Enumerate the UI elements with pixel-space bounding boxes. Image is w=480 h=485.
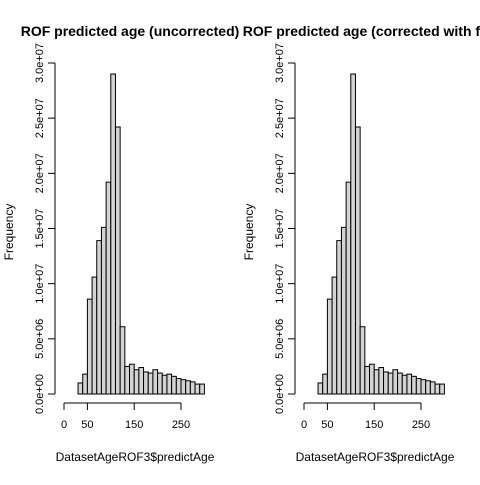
histogram-bar bbox=[194, 383, 201, 395]
histogram-bar bbox=[350, 73, 356, 395]
histogram-bar bbox=[420, 379, 427, 395]
x-tick-label: 0 bbox=[61, 419, 67, 431]
histogram-bar bbox=[345, 181, 352, 395]
x-tick-label: 0 bbox=[301, 419, 307, 431]
histogram-bars bbox=[77, 73, 205, 395]
histogram-bar bbox=[189, 381, 196, 395]
histogram-panel-right: ROF predicted age (corrected with fire F… bbox=[242, 23, 480, 464]
histogram-bar bbox=[406, 373, 413, 395]
y-tick-label: 2.5e+07 bbox=[34, 98, 46, 138]
x-axis: 0 50 150 250 bbox=[61, 402, 190, 431]
y-tick-label: 3.0e+07 bbox=[274, 43, 286, 83]
histogram-bar bbox=[166, 373, 173, 395]
histogram-bar bbox=[129, 363, 135, 395]
histogram-bar bbox=[359, 326, 366, 395]
histogram-bar bbox=[86, 298, 93, 395]
histogram-bar bbox=[373, 369, 380, 395]
x-tick-label: 250 bbox=[172, 419, 190, 431]
x-tick-label: 150 bbox=[125, 419, 143, 431]
histogram-bar bbox=[124, 365, 131, 395]
histogram-bar bbox=[378, 367, 385, 395]
histogram-bar bbox=[322, 373, 328, 395]
histogram-bar bbox=[317, 382, 324, 395]
histogram-bar bbox=[96, 240, 102, 395]
histogram-bar bbox=[77, 382, 84, 395]
x-axis-label: DatasetAgeROF3$predictAge bbox=[296, 450, 455, 464]
x-tick-label: 50 bbox=[321, 419, 333, 431]
histogram-bar bbox=[105, 181, 112, 395]
histogram-bar bbox=[336, 240, 342, 395]
histogram-bar bbox=[439, 383, 445, 395]
y-tick-label: 0.0e+00 bbox=[34, 374, 46, 414]
histogram-bar bbox=[326, 298, 333, 395]
histogram-bar bbox=[411, 375, 417, 395]
histogram-bar bbox=[119, 326, 126, 395]
histogram-bar bbox=[147, 372, 154, 395]
histogram-bars bbox=[317, 73, 445, 395]
y-tick-label: 1.5e+07 bbox=[274, 208, 286, 248]
histogram-bar bbox=[364, 365, 371, 395]
y-tick-label: 1.0e+07 bbox=[274, 264, 286, 304]
histogram-bar bbox=[401, 374, 408, 395]
y-tick-label: 5.0e+06 bbox=[274, 319, 286, 359]
histogram-bar bbox=[185, 380, 191, 395]
histogram-bar bbox=[100, 226, 107, 395]
histogram-panel-left: ROF predicted age (uncorrected) Frequenc… bbox=[2, 23, 239, 464]
histogram-bar bbox=[152, 369, 159, 395]
y-tick-label: 1.0e+07 bbox=[34, 264, 46, 304]
histogram-bar bbox=[133, 369, 140, 395]
histogram-bar bbox=[369, 363, 375, 395]
histogram-bar bbox=[392, 369, 399, 395]
y-axis-label: Frequency bbox=[2, 204, 16, 261]
histogram-bar bbox=[199, 383, 205, 395]
histogram-bar bbox=[138, 367, 145, 395]
histogram-bar bbox=[425, 380, 431, 395]
histogram-bar bbox=[91, 276, 98, 395]
x-axis-label: DatasetAgeROF3$predictAge bbox=[56, 450, 215, 464]
x-tick-label: 250 bbox=[412, 419, 430, 431]
histogram-bar bbox=[180, 379, 187, 395]
x-axis: 0 50 150 250 bbox=[301, 402, 430, 431]
histogram-bar bbox=[354, 126, 361, 395]
histogram-bar bbox=[161, 374, 168, 395]
histogram-bar bbox=[114, 126, 121, 395]
y-tick-label: 2.0e+07 bbox=[34, 153, 46, 193]
histogram-bar bbox=[434, 383, 441, 395]
y-axis-label: Frequency bbox=[242, 204, 256, 261]
histogram-bar bbox=[397, 372, 403, 395]
y-tick-label: 5.0e+06 bbox=[34, 319, 46, 359]
y-tick-label: 3.0e+07 bbox=[34, 43, 46, 83]
x-tick-label: 150 bbox=[365, 419, 383, 431]
histogram-bar bbox=[157, 372, 163, 395]
histogram-bar bbox=[383, 371, 389, 395]
histogram-bar bbox=[110, 73, 116, 395]
chart-title: ROF predicted age (uncorrected) bbox=[21, 23, 240, 39]
histogram-bar bbox=[429, 381, 436, 395]
histogram-bar bbox=[340, 226, 347, 395]
histogram-bar bbox=[387, 372, 394, 395]
y-axis: 0.0e+00 5.0e+06 1.0e+07 1.5e+07 2.0e+07 2.5e+… bbox=[34, 43, 56, 414]
y-tick-label: 2.5e+07 bbox=[274, 98, 286, 138]
chart-title: ROF predicted age (corrected with fire bbox=[243, 23, 480, 39]
histogram-bar bbox=[171, 375, 177, 395]
y-tick-label: 2.0e+07 bbox=[274, 153, 286, 193]
histogram-bar bbox=[143, 371, 149, 395]
histogram-bar bbox=[331, 276, 338, 395]
histogram-bar bbox=[175, 378, 182, 395]
y-tick-label: 0.0e+00 bbox=[274, 374, 286, 414]
y-axis: 0.0e+00 5.0e+06 1.0e+07 1.5e+07 2.0e+07 2.5e+… bbox=[274, 43, 296, 414]
histogram-bar bbox=[82, 373, 88, 395]
x-tick-label: 50 bbox=[81, 419, 93, 431]
y-tick-label: 1.5e+07 bbox=[34, 208, 46, 248]
histogram-bar bbox=[415, 378, 422, 395]
